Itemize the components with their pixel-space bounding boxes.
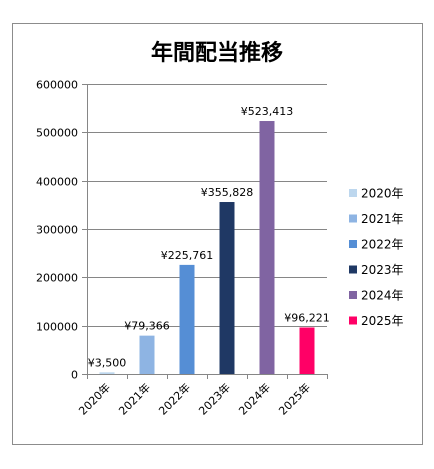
chart-title: 年間配当推移 xyxy=(151,40,283,66)
y-tick-label: 100000 xyxy=(36,321,78,334)
legend-swatch-1 xyxy=(349,214,357,223)
legend-swatch-2 xyxy=(349,240,357,248)
data-label-0: ¥3,500 xyxy=(88,356,127,369)
legend-label-4: 2024年 xyxy=(361,289,404,303)
bar-5 xyxy=(299,327,315,374)
legend-label-0: 2020年 xyxy=(361,187,404,201)
data-label-5: ¥96,221 xyxy=(284,311,330,324)
bar-2 xyxy=(179,264,195,374)
y-axis-ticks: 0 100000 200000 300000 400000 500000 600000 xyxy=(36,79,87,382)
legend-label-1: 2021年 xyxy=(361,212,404,226)
data-label-2: ¥225,761 xyxy=(161,249,214,262)
legend: 2020年 2021年 2022年 2023年 2024年 2025年 xyxy=(349,187,404,328)
data-label-1: ¥79,366 xyxy=(124,320,170,333)
bar-3 xyxy=(219,202,235,374)
data-label-4: ¥523,413 xyxy=(241,105,294,118)
legend-label-3: 2023年 xyxy=(361,263,404,277)
data-label-layer: ¥3,500 ¥79,366 ¥225,761 ¥355,828 ¥523,413 ¥96… xyxy=(88,105,330,369)
y-tick-label: 300000 xyxy=(36,224,78,237)
bar-4 xyxy=(259,121,275,374)
y-tick-label: 600000 xyxy=(36,79,78,92)
y-tick-label: 0 xyxy=(71,369,78,382)
legend-swatch-4 xyxy=(349,291,357,299)
legend-swatch-3 xyxy=(349,265,357,274)
y-tick-label: 200000 xyxy=(36,272,78,285)
data-label-3: ¥355,828 xyxy=(201,186,254,199)
legend-label-5: 2025年 xyxy=(361,314,404,328)
bar-1 xyxy=(139,335,155,374)
legend-label-2: 2022年 xyxy=(361,238,404,252)
y-tick-label: 400000 xyxy=(36,176,78,189)
bar-0 xyxy=(99,372,115,374)
legend-swatch-0 xyxy=(349,189,357,197)
y-tick-label: 500000 xyxy=(36,127,78,140)
legend-swatch-5 xyxy=(349,316,357,325)
bar-layer xyxy=(99,121,315,374)
